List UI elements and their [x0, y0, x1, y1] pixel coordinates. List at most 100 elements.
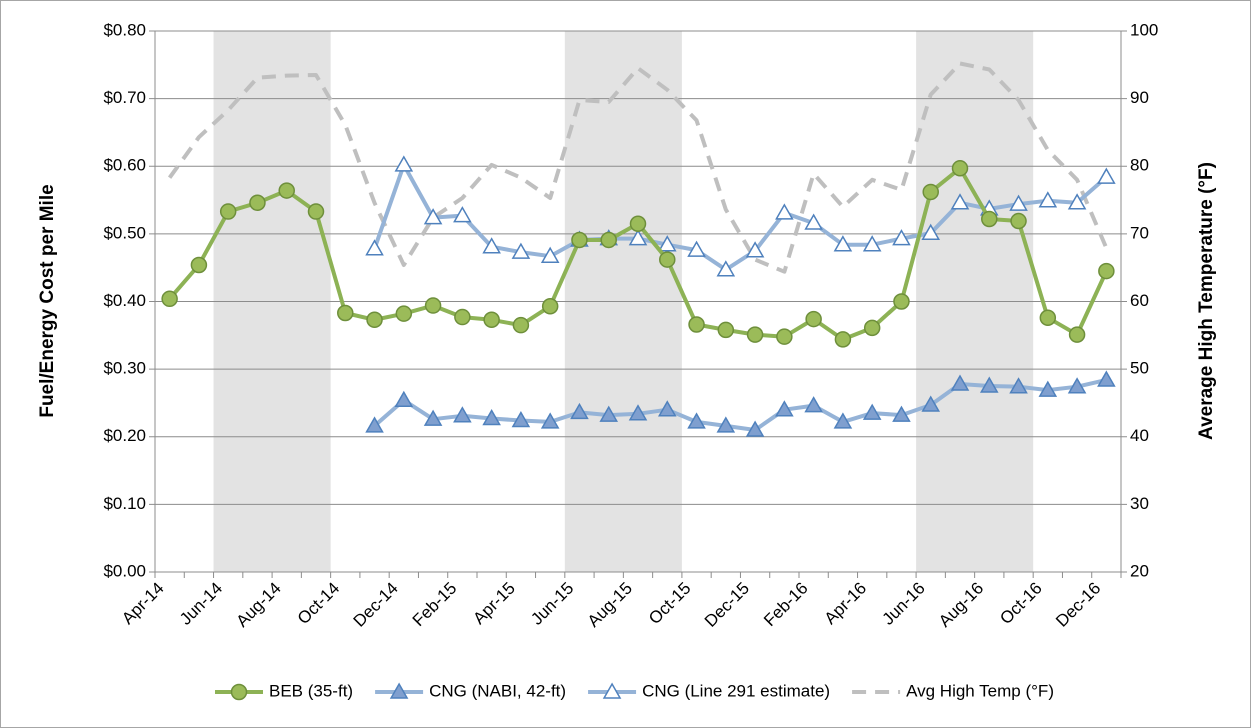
y2-tick-label: 90 — [1130, 88, 1149, 107]
marker — [453, 406, 472, 423]
marker — [979, 376, 999, 393]
marker — [423, 409, 443, 426]
y-axis-title: Fuel/Energy Cost per Mile — [37, 184, 58, 417]
marker — [424, 297, 442, 314]
marker — [540, 246, 560, 263]
marker — [482, 237, 501, 254]
marker — [423, 208, 443, 225]
marker — [746, 326, 764, 343]
marker — [659, 251, 676, 268]
marker — [657, 235, 677, 252]
marker — [161, 290, 178, 308]
marker — [1009, 377, 1028, 394]
marker — [893, 293, 910, 310]
legend-marker — [230, 683, 248, 701]
y-tick-label: $0.70 — [103, 88, 146, 107]
marker — [776, 328, 793, 345]
marker — [950, 193, 970, 210]
marker — [628, 229, 648, 246]
y-tick-label: $0.30 — [103, 359, 146, 378]
marker — [951, 160, 969, 177]
marker — [365, 416, 384, 433]
marker — [1038, 191, 1058, 208]
marker — [1067, 377, 1087, 394]
marker — [629, 215, 647, 232]
marker — [1039, 309, 1057, 326]
marker — [833, 412, 853, 429]
y2-axis-title: Average High Temperature (°F) — [1196, 162, 1217, 440]
marker — [190, 256, 208, 274]
marker — [775, 400, 794, 417]
marker — [687, 412, 706, 429]
marker — [599, 405, 619, 422]
y-tick-label: $0.20 — [103, 426, 146, 445]
marker — [921, 395, 941, 412]
y2-tick-label: 30 — [1130, 494, 1149, 513]
legend-label: CNG (NABI, 42-ft) — [429, 681, 566, 700]
legend-label: BEB (35-ft) — [269, 681, 353, 700]
marker — [892, 229, 911, 246]
legend: BEB (35-ft) CNG (NABI, 42-ft) CNG (Line 29… — [215, 681, 1054, 700]
marker — [600, 231, 617, 249]
marker — [716, 416, 736, 433]
marker — [922, 183, 939, 201]
y2-tick-label: 100 — [1130, 20, 1158, 39]
marker — [453, 206, 472, 223]
marker — [745, 241, 765, 258]
marker — [365, 239, 384, 256]
y2-tick-label: 60 — [1130, 291, 1149, 310]
marker — [804, 396, 823, 413]
marker — [775, 203, 794, 220]
y2-tick-label: 20 — [1130, 561, 1149, 580]
y2-tick-label: 50 — [1130, 359, 1149, 378]
legend-label: CNG (Line 291 estimate) — [642, 681, 830, 700]
y-tick-label: $0.80 — [103, 20, 146, 39]
legend-marker — [389, 682, 409, 699]
marker — [454, 308, 471, 326]
marker — [745, 420, 765, 437]
marker — [395, 305, 413, 322]
marker — [717, 321, 735, 339]
marker — [570, 402, 589, 420]
legend-marker — [602, 682, 622, 699]
marker — [862, 235, 882, 252]
marker — [950, 374, 970, 391]
marker — [834, 331, 852, 348]
y2-tick-label: 80 — [1130, 156, 1149, 175]
marker — [628, 404, 648, 421]
marker — [278, 182, 295, 199]
marker — [688, 316, 705, 333]
marker — [921, 223, 941, 240]
y-tick-label: $0.10 — [103, 494, 146, 513]
marker — [687, 240, 706, 257]
marker — [716, 260, 736, 277]
marker — [571, 231, 588, 249]
y-tick-label: $0.40 — [103, 291, 146, 310]
y-tick-label: $0.50 — [103, 223, 146, 242]
y-tick-label: $0.60 — [103, 156, 146, 175]
marker — [483, 311, 500, 329]
marker — [541, 297, 559, 315]
marker — [482, 408, 501, 426]
marker — [863, 319, 881, 337]
marker — [1068, 326, 1086, 343]
marker — [394, 155, 414, 172]
marker — [511, 411, 531, 428]
marker — [862, 403, 882, 420]
y-tick-label: $0.00 — [103, 561, 146, 580]
marker — [657, 400, 677, 417]
marker — [804, 213, 823, 230]
marker — [805, 310, 822, 328]
marker — [1010, 212, 1027, 230]
y2-tick-label: 40 — [1130, 426, 1149, 445]
marker — [307, 203, 325, 220]
marker — [1067, 193, 1087, 210]
marker — [892, 405, 911, 422]
marker — [1038, 380, 1058, 397]
marker — [219, 203, 237, 220]
series-line — [167, 61, 1109, 274]
marker — [833, 235, 853, 252]
marker — [1097, 167, 1116, 184]
marker — [511, 242, 531, 259]
